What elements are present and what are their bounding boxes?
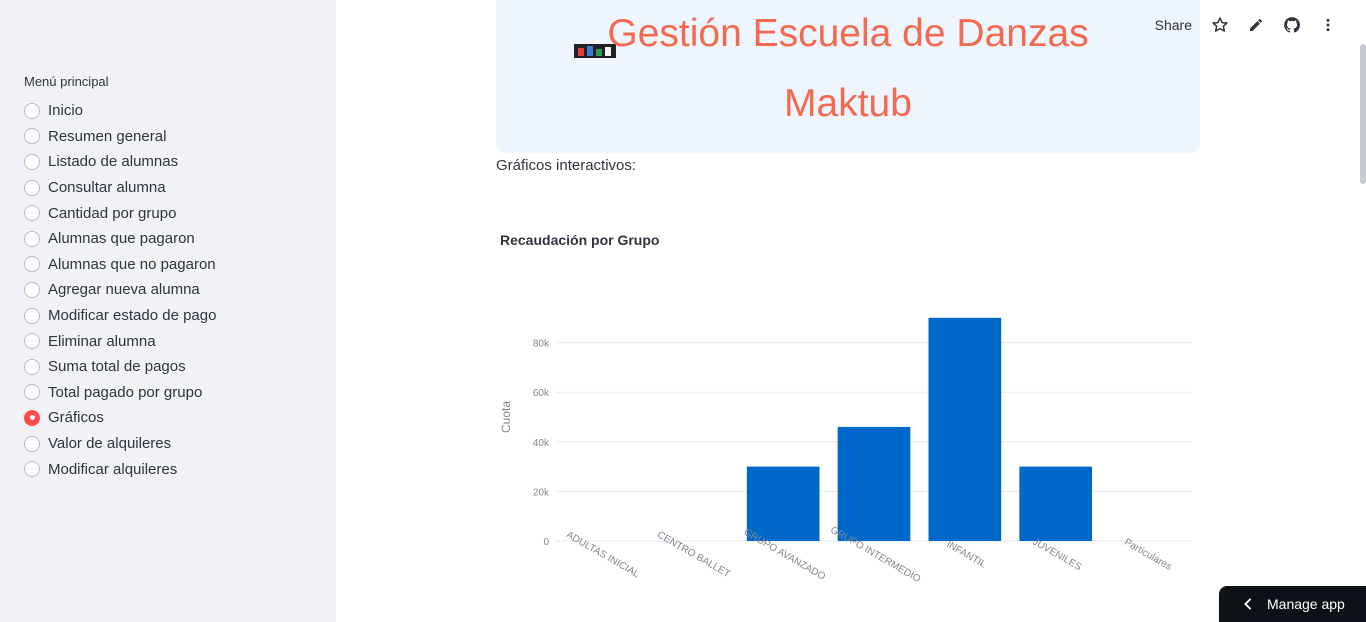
radio-button[interactable]: [24, 256, 40, 273]
x-tick-label: JUVENILES: [1031, 536, 1084, 573]
radio-button[interactable]: [24, 358, 40, 375]
manage-app-button[interactable]: Manage app: [1219, 586, 1366, 622]
menu-item[interactable]: Resumen general: [24, 124, 216, 150]
x-tick-label: ADULTAS INICIAL: [564, 529, 641, 580]
menu-item[interactable]: Valor de alquileres: [24, 431, 216, 457]
sidebar: Menú principal Inicio Resumen general List…: [0, 0, 336, 622]
x-tick-label: CENTRO BALLET: [655, 530, 732, 581]
page-title-line2: Maktub: [784, 82, 912, 125]
menu-item-label: Listado de alumnas: [48, 153, 179, 171]
menu-item-label: Agregar nueva alumna: [48, 281, 200, 299]
radio-button[interactable]: [24, 461, 40, 478]
radio-button[interactable]: [24, 205, 40, 222]
menu-item-label: Eliminar alumna: [48, 332, 156, 350]
chevron-left-icon: [1243, 598, 1253, 610]
page-title-line1: Gestión Escuela de Danzas: [607, 12, 1089, 55]
chart-title: Recaudación por Grupo: [500, 232, 660, 248]
radio-button[interactable]: [24, 435, 40, 452]
radio-button[interactable]: [24, 281, 40, 298]
menu-item-label: Valor de alquileres: [48, 435, 172, 453]
github-icon[interactable]: [1282, 15, 1302, 35]
menu-item-label: Total pagado por grupo: [48, 383, 203, 401]
y-axis-label: Cuota: [499, 401, 513, 433]
intro-text: Gráficos interactivos:: [496, 157, 637, 174]
menu-label: Menú principal: [24, 74, 109, 89]
menu-item-label: Resumen general: [48, 127, 167, 145]
menu-item[interactable]: Alumnas que pagaron: [24, 226, 216, 252]
bar-chart[interactable]: 0 20k 40k 60k 80k Cuota ADULTAS INICIAL CENTRO …: [496, 280, 1200, 622]
menu-item-label: Modificar estado de pago: [48, 307, 217, 325]
menu-item[interactable]: Modificar estado de pago: [24, 303, 216, 329]
share-button[interactable]: Share: [1154, 17, 1192, 33]
menu-item[interactable]: Eliminar alumna: [24, 328, 216, 354]
y-tick-label: 40k: [533, 438, 550, 449]
menu-item[interactable]: Total pagado por grupo: [24, 380, 216, 406]
radio-button[interactable]: [24, 179, 40, 196]
menu-item[interactable]: Gráficos: [24, 405, 216, 431]
header-banner: Gestión Escuela de Danzas Maktub: [496, 0, 1200, 153]
scrollbar[interactable]: [1360, 44, 1366, 184]
radio-button[interactable]: [24, 230, 40, 247]
menu-item[interactable]: Modificar alquileres: [24, 456, 216, 482]
radio-button[interactable]: [24, 333, 40, 350]
radio-button[interactable]: [24, 384, 40, 401]
radio-selected[interactable]: [24, 409, 40, 426]
y-tick-label: 20k: [533, 487, 550, 498]
pencil-icon[interactable]: [1246, 15, 1266, 35]
radio-button[interactable]: [24, 153, 40, 170]
bar: [928, 317, 1002, 541]
bar: [1019, 466, 1093, 541]
bar: [837, 426, 911, 541]
menu-item-label: Gráficos: [48, 409, 104, 427]
menu-item[interactable]: Suma total de pagos: [24, 354, 216, 380]
x-tick-label: INFANTIL: [944, 539, 988, 571]
star-icon[interactable]: [1210, 15, 1230, 35]
x-tick-label: Particulares: [1122, 537, 1173, 573]
menu-item-label: Consultar alumna: [48, 179, 166, 197]
menu-item-label: Modificar alquileres: [48, 460, 178, 478]
menu-item[interactable]: Alumnas que no pagaron: [24, 252, 216, 278]
more-icon[interactable]: [1318, 15, 1338, 35]
menu-item[interactable]: Agregar nueva alumna: [24, 277, 216, 303]
menu-item-label: Alumnas que pagaron: [48, 230, 195, 248]
bar: [746, 466, 820, 541]
radio-button[interactable]: [24, 102, 40, 119]
radio-button[interactable]: [24, 307, 40, 324]
toolbar: Share: [336, 0, 1366, 50]
menu-item-label: Cantidad por grupo: [48, 204, 177, 222]
menu-item-label: Inicio: [48, 102, 84, 120]
menu-radio-group: Inicio Resumen general Listado de alumnas C…: [24, 98, 216, 482]
y-tick-label: 0: [543, 537, 549, 548]
radio-button[interactable]: [24, 128, 40, 145]
menu-item[interactable]: Consultar alumna: [24, 175, 216, 201]
menu-item[interactable]: Inicio: [24, 98, 216, 124]
y-tick-label: 60k: [533, 388, 550, 399]
menu-item-label: Suma total de pagos: [48, 358, 186, 376]
menu-item[interactable]: Listado de alumnas: [24, 149, 216, 175]
y-tick-label: 80k: [533, 339, 550, 350]
chart-emoji-icon: [574, 44, 616, 58]
manage-app-label: Manage app: [1267, 596, 1345, 612]
menu-item[interactable]: Cantidad por grupo: [24, 200, 216, 226]
menu-item-label: Alumnas que no pagaron: [48, 255, 216, 273]
